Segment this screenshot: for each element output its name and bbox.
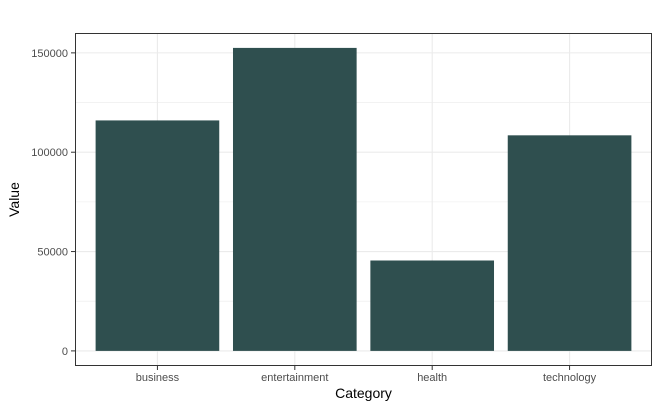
bars bbox=[95, 47, 632, 351]
x-axis-ticks: business entertainment health technology bbox=[136, 366, 597, 384]
x-tick-label-health: health bbox=[417, 372, 447, 384]
bar-business bbox=[95, 120, 220, 351]
y-axis-title: Value bbox=[6, 182, 22, 217]
x-tick-label-entertainment: entertainment bbox=[261, 372, 328, 384]
bar-technology bbox=[507, 135, 632, 351]
y-tick-label: 150000 bbox=[31, 48, 68, 60]
bar-entertainment bbox=[232, 47, 357, 351]
bar-health bbox=[370, 260, 495, 351]
y-axis-ticks: 0 50000 100000 150000 bbox=[31, 48, 75, 358]
y-tick-label: 100000 bbox=[31, 147, 68, 159]
y-tick-label: 0 bbox=[62, 346, 68, 358]
x-tick-label-business: business bbox=[136, 372, 180, 384]
plot-panel-border bbox=[75, 33, 652, 366]
x-axis-title: Category bbox=[335, 385, 392, 401]
y-tick-label: 50000 bbox=[37, 247, 68, 259]
x-tick-label-technology: technology bbox=[543, 372, 597, 384]
